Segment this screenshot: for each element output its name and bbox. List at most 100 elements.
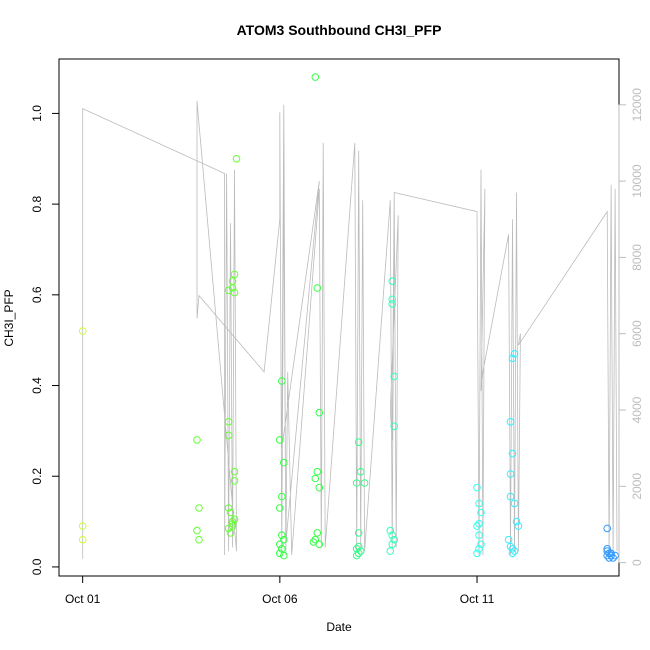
data-point [276,540,284,549]
data-point [605,554,613,562]
y2-tick-label: 4000 [630,396,644,423]
data-point [477,540,485,549]
data-point [508,354,517,363]
data-point [388,540,397,549]
data-point [224,418,233,426]
data-point [278,545,286,553]
x-tick-label: Oct 06 [262,592,298,606]
data-point [276,504,284,512]
data-point [311,474,320,483]
data-point [311,535,320,544]
data-point [193,526,201,535]
data-point [352,479,361,487]
data-point [506,492,515,501]
data-point [311,73,320,81]
data-point [280,551,288,560]
data-point [228,522,237,530]
y-axis: 0.0 0.2 0.4 0.6 0.8 1.0 [30,105,60,575]
data-point [388,300,397,308]
data-point [390,372,399,381]
data-point [315,540,324,549]
y2-tick-label: 12000 [630,88,644,122]
data-point [607,549,615,558]
data-point [78,522,87,530]
x-tick-label: Oct 01 [65,592,101,606]
data-point [388,277,397,286]
data-point [510,547,519,555]
data-point [360,479,369,487]
data-point [473,549,481,558]
y-axis-label: CH3I_PFP [2,289,16,346]
y2-tick-label: 2000 [630,473,644,500]
data-point [228,517,237,526]
data-point [278,492,286,501]
data-point [280,535,288,544]
y2-tick-label: 6000 [630,320,644,347]
data-point [226,508,235,517]
y-tick-label: 0.6 [30,286,44,303]
data-point [356,547,365,555]
y-tick-label: 1.0 [30,105,44,122]
data-point [603,524,612,533]
data-point [226,529,235,537]
data-point [508,549,517,558]
data-point [193,436,201,444]
data-point [228,520,237,528]
y-tick-label: 0.4 [30,377,44,394]
data-point [508,449,517,458]
altitude-line [82,100,618,559]
data-point [607,551,615,560]
data-point [609,554,617,562]
data-point [510,499,519,508]
x-tick-label: Oct 11 [460,592,495,606]
data-point [276,549,284,558]
data-point [512,517,521,526]
x-axis: Oct 01 Oct 06 Oct 11 [65,575,495,606]
y2-tick-label: 10000 [630,164,644,198]
data-point [228,284,237,292]
data-point [195,504,203,512]
data-point [388,531,397,540]
data-point [195,535,203,544]
data-point [508,545,517,553]
data-point [315,483,324,492]
data-point [386,526,395,535]
data-point [510,350,519,358]
data-point [354,529,363,537]
data-point [78,327,87,335]
data-point [473,483,481,492]
data-point [514,522,523,530]
y2-axis: 0 2000 4000 6000 8000 10000 12000 [618,88,644,566]
altitude-path-layer [82,100,618,559]
data-point [506,470,515,478]
data-point [352,551,361,560]
data-point [354,549,363,558]
data-point [278,531,286,540]
data-point [230,467,239,476]
data-point [390,535,399,544]
y-tick-label: 0.0 [30,558,44,575]
data-point [276,436,284,444]
data-point [390,422,399,431]
data-point [313,467,322,476]
data-point [224,524,233,533]
data-point [313,529,322,537]
data-point [313,284,322,292]
data-point [232,155,241,163]
data-point [354,438,363,447]
data-point [315,408,324,417]
y-tick-label: 0.8 [30,195,44,212]
data-point [230,515,239,524]
data-point [603,547,612,555]
data-point [386,547,395,555]
y2-tick-label: 8000 [630,244,644,271]
data-points-layer [78,73,619,562]
data-point [475,499,483,508]
data-point [475,545,483,553]
data-point [280,458,288,467]
x-axis-label: Date [326,620,352,634]
data-point [506,542,515,551]
data-point [477,508,485,517]
data-point [230,477,239,485]
